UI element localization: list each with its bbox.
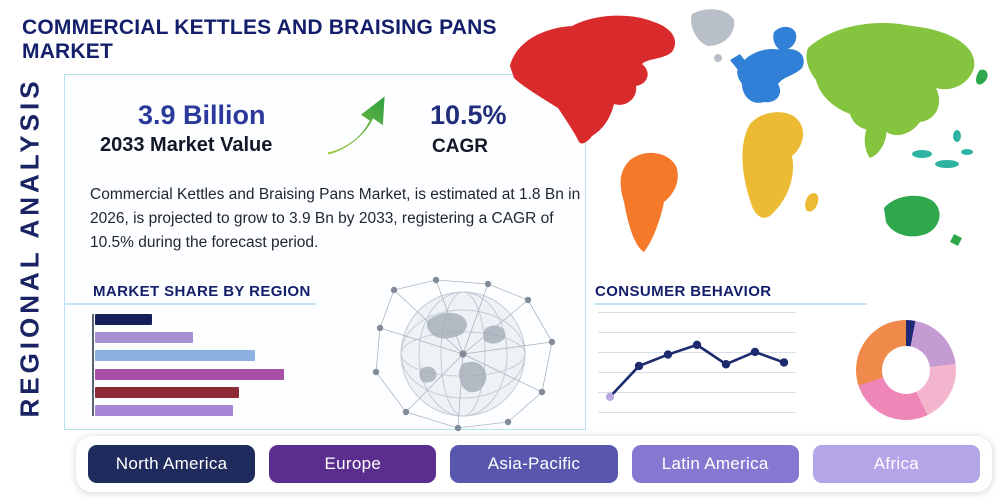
page-title: COMMERCIAL KETTLES AND BRAISING PANS MAR… — [22, 16, 497, 63]
region-button-africa[interactable]: Africa — [812, 445, 981, 483]
line-point-5 — [721, 360, 731, 369]
continent-south-america — [620, 152, 678, 252]
cagr-value: 10.5% — [430, 100, 507, 130]
market-share-bar-5 — [95, 386, 240, 398]
island-iceland — [714, 54, 722, 62]
continent-north-america — [510, 15, 676, 144]
region-button-europe[interactable]: Europe — [269, 445, 437, 483]
island-madagascar — [805, 193, 819, 212]
regional-analysis-label: REGIONAL ANALYSIS — [14, 77, 45, 418]
island-greenland — [690, 9, 735, 46]
consumer-donut-chart — [856, 320, 956, 420]
continent-asia — [806, 22, 975, 136]
market-value: 3.9 Billion — [138, 100, 266, 130]
consumer-behavior-line-chart — [598, 312, 796, 416]
market-share-bar-1 — [95, 314, 152, 325]
market-share-bar-chart — [92, 314, 290, 416]
line-point-1 — [605, 392, 615, 401]
growth-arrow-icon — [324, 92, 387, 158]
island-new-zealand — [950, 234, 962, 246]
line-point-4 — [692, 340, 702, 350]
market-share-bar-2 — [95, 332, 193, 344]
market-share-section-title: MARKET SHARE BY REGION — [93, 283, 311, 300]
region-button-north-america[interactable]: North America — [88, 445, 256, 483]
market-value-label: 2033 Market Value — [100, 134, 273, 156]
line-point-2 — [634, 361, 644, 371]
consumer-behavior-underline — [595, 303, 867, 305]
market-share-bar-4 — [95, 368, 285, 380]
market-share-bar-6 — [95, 404, 234, 416]
line-point-6 — [750, 347, 760, 357]
market-share-bar-3 — [95, 350, 255, 362]
line-point-3 — [663, 350, 673, 359]
region-button-latin-america[interactable]: Latin America — [631, 445, 799, 483]
world-map — [510, 9, 988, 252]
market-share-underline — [64, 303, 316, 305]
region-legend-bar: North America Europe Asia-Pacific Latin … — [76, 436, 992, 492]
continent-australia — [884, 195, 940, 237]
line-point-7 — [779, 358, 789, 367]
consumer-behavior-section-title: CONSUMER BEHAVIOR — [595, 283, 772, 300]
region-india — [864, 121, 887, 158]
globe-network-graphic — [372, 276, 556, 432]
island-japan — [976, 69, 988, 85]
cagr-label: CAGR — [432, 136, 488, 157]
region-scandinavia — [773, 26, 797, 51]
islands-southeast-asia — [912, 130, 973, 168]
market-description: Commercial Kettles and Braising Pans Mar… — [90, 186, 581, 252]
region-button-asia-pacific[interactable]: Asia-Pacific — [450, 445, 618, 483]
continent-africa — [742, 112, 804, 218]
continent-europe — [737, 48, 804, 103]
